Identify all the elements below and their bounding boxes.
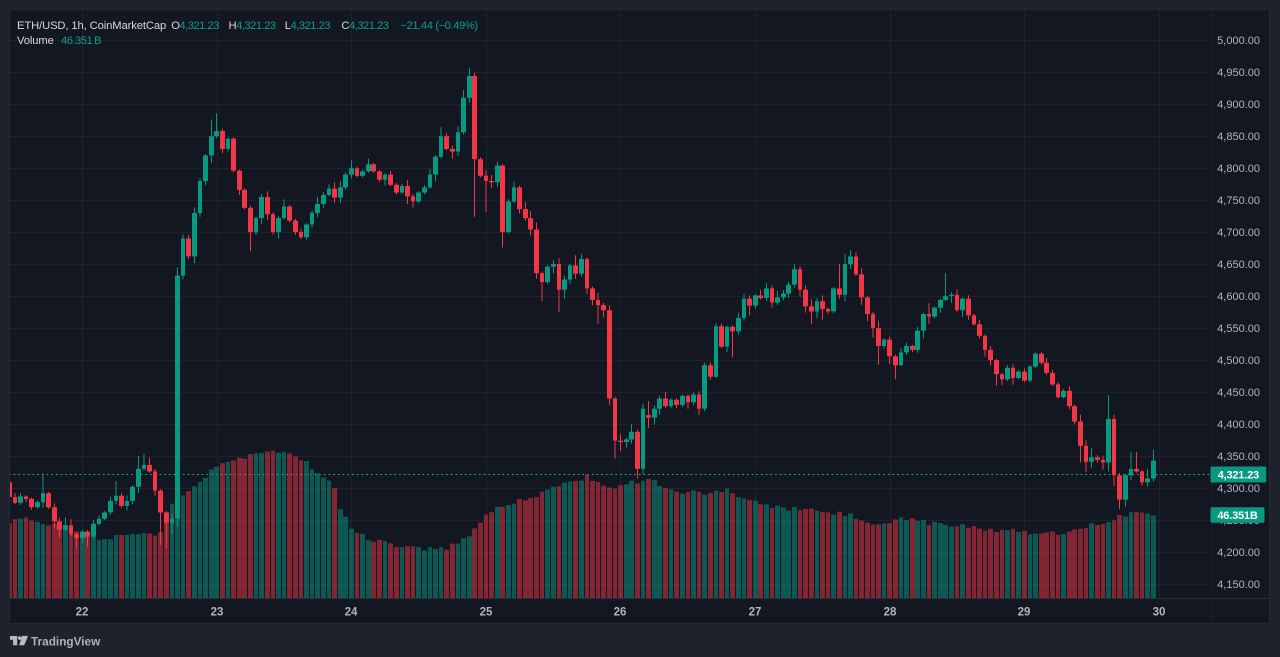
- svg-text:O4,321.23: O4,321.23: [171, 20, 219, 32]
- svg-text:4,300.00: 4,300.00: [1217, 483, 1260, 495]
- svg-text:4,700.00: 4,700.00: [1217, 227, 1260, 239]
- svg-text:4,900.00: 4,900.00: [1217, 99, 1260, 111]
- svg-text:22: 22: [76, 607, 89, 619]
- svg-text:46.351B: 46.351B: [1217, 510, 1257, 522]
- svg-text:L4,321.23: L4,321.23: [285, 20, 331, 32]
- svg-text:25: 25: [480, 607, 493, 619]
- svg-text:4,400.00: 4,400.00: [1217, 419, 1260, 431]
- svg-text:26: 26: [614, 607, 627, 619]
- svg-text:46.351 B: 46.351 B: [61, 35, 101, 47]
- svg-text:27: 27: [749, 607, 762, 619]
- svg-text:4,450.00: 4,450.00: [1217, 387, 1260, 399]
- svg-text:4,500.00: 4,500.00: [1217, 355, 1260, 367]
- svg-text:4,650.00: 4,650.00: [1217, 259, 1260, 271]
- svg-text:H4,321.23: H4,321.23: [229, 20, 276, 32]
- svg-text:28: 28: [884, 607, 897, 619]
- svg-text:4,950.00: 4,950.00: [1217, 67, 1260, 79]
- svg-text:TradingView: TradingView: [31, 634, 101, 648]
- svg-text:Volume: Volume: [17, 35, 54, 47]
- svg-text:4,800.00: 4,800.00: [1217, 163, 1260, 175]
- svg-text:−21.44 (−0.49%): −21.44 (−0.49%): [400, 20, 478, 32]
- svg-text:29: 29: [1018, 607, 1031, 619]
- svg-text:4,350.00: 4,350.00: [1217, 451, 1260, 463]
- svg-text:4,200.00: 4,200.00: [1217, 547, 1260, 559]
- svg-text:4,550.00: 4,550.00: [1217, 323, 1260, 335]
- svg-text:4,321.23: 4,321.23: [1218, 470, 1259, 482]
- svg-text:5,000.00: 5,000.00: [1217, 35, 1260, 47]
- svg-text:4,850.00: 4,850.00: [1217, 131, 1260, 143]
- svg-text:30: 30: [1153, 607, 1166, 619]
- svg-text:4,750.00: 4,750.00: [1217, 195, 1260, 207]
- svg-text:4,600.00: 4,600.00: [1217, 291, 1260, 303]
- svg-text:4,150.00: 4,150.00: [1217, 579, 1260, 591]
- svg-text:23: 23: [211, 607, 224, 619]
- svg-text:24: 24: [345, 607, 358, 619]
- svg-text:ETH/USD, 1h, CoinMarketCap: ETH/USD, 1h, CoinMarketCap: [17, 20, 166, 32]
- svg-text:C4,321.23: C4,321.23: [341, 20, 388, 32]
